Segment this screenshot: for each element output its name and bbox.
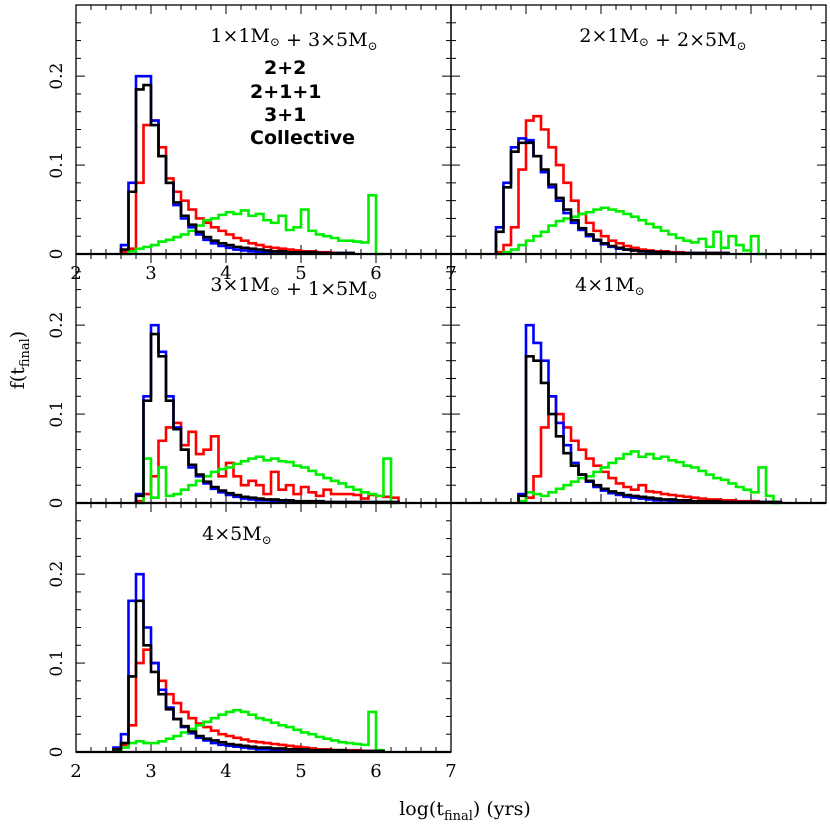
series-2-plus-1-plus-1 <box>494 137 730 255</box>
x-tick-label: 2 <box>70 761 81 782</box>
panel-3: 0 0.1 0.2 3×1M⊙ + 1×5M⊙ <box>47 253 452 509</box>
series-3-plus-1 <box>517 450 781 505</box>
y-axis-label: f(tfinal) <box>7 331 33 389</box>
y-tick-label: 0 <box>47 498 67 509</box>
series-2-plus-2 <box>112 648 385 753</box>
y-tick-label: 0.1 <box>47 401 67 428</box>
series-2-plus-2 <box>494 114 730 255</box>
series-3-plus-1 <box>496 206 766 256</box>
panels-group: 0 0.1 0.2 2 3 4 5 6 7 1×1M⊙ + 3×5M⊙ 2×1M⊙ + 2×5M⊙ 0… <box>47 4 827 782</box>
legend-entry-3+1: 3+1 <box>264 104 306 126</box>
y-tick-label: 0 <box>47 249 67 260</box>
x-tick-label: 5 <box>295 761 306 782</box>
y-tick-label: 0.2 <box>47 63 67 90</box>
series-collective <box>494 141 730 255</box>
x-tick-label: 6 <box>370 761 381 782</box>
legend-entry-collective: Collective <box>250 127 355 149</box>
series-3-plus-1 <box>112 708 385 753</box>
panel-2: 2×1M⊙ + 2×5M⊙ <box>450 4 827 256</box>
y-tick-label: 0.2 <box>47 561 67 588</box>
series-collective <box>112 599 385 753</box>
legend-entry-2+2: 2+2 <box>264 57 306 79</box>
series-3-plus-1 <box>136 455 399 505</box>
panel-title: 4×5M⊙ <box>202 523 272 547</box>
y-tick-label: 0.2 <box>47 312 67 339</box>
y-tick-label: 0 <box>47 747 67 758</box>
series-3-plus-1 <box>121 194 384 256</box>
x-tick-label: 4 <box>220 263 231 284</box>
series-collective <box>119 83 355 255</box>
y-tick-label: 0.1 <box>47 650 67 677</box>
x-tick-label: 5 <box>295 263 306 284</box>
x-tick-label: 6 <box>370 263 381 284</box>
series-2-plus-1-plus-1 <box>134 323 400 504</box>
panel-title: 2×1M⊙ + 2×5M⊙ <box>579 25 746 53</box>
panel-4: 4×1M⊙ <box>450 253 827 505</box>
legend: 2+2 2+1+1 3+1 Collective <box>250 57 355 149</box>
series-collective <box>134 332 400 504</box>
x-tick-label: 4 <box>220 761 231 782</box>
series-collective <box>517 354 783 504</box>
x-tick-label: 3 <box>145 761 156 782</box>
series-2-plus-2 <box>134 421 400 503</box>
y-tick-label: 0.1 <box>47 152 67 179</box>
series-2-plus-1-plus-1 <box>112 572 385 753</box>
legend-entry-2+1+1: 2+1+1 <box>250 81 322 103</box>
panel-5: 0 0.1 0.2 2 3 4 5 6 7 4×5M⊙ <box>47 502 457 782</box>
x-tick-label: 7 <box>445 761 456 782</box>
x-axis-label: log(tfinal) (yrs) <box>399 798 531 824</box>
x-tick-label: 3 <box>145 263 156 284</box>
panel-title: 4×1M⊙ <box>575 274 645 298</box>
panel-title: 3×1M⊙ + 1×5M⊙ <box>210 274 377 302</box>
panel-title: 1×1M⊙ + 3×5M⊙ <box>210 25 377 53</box>
